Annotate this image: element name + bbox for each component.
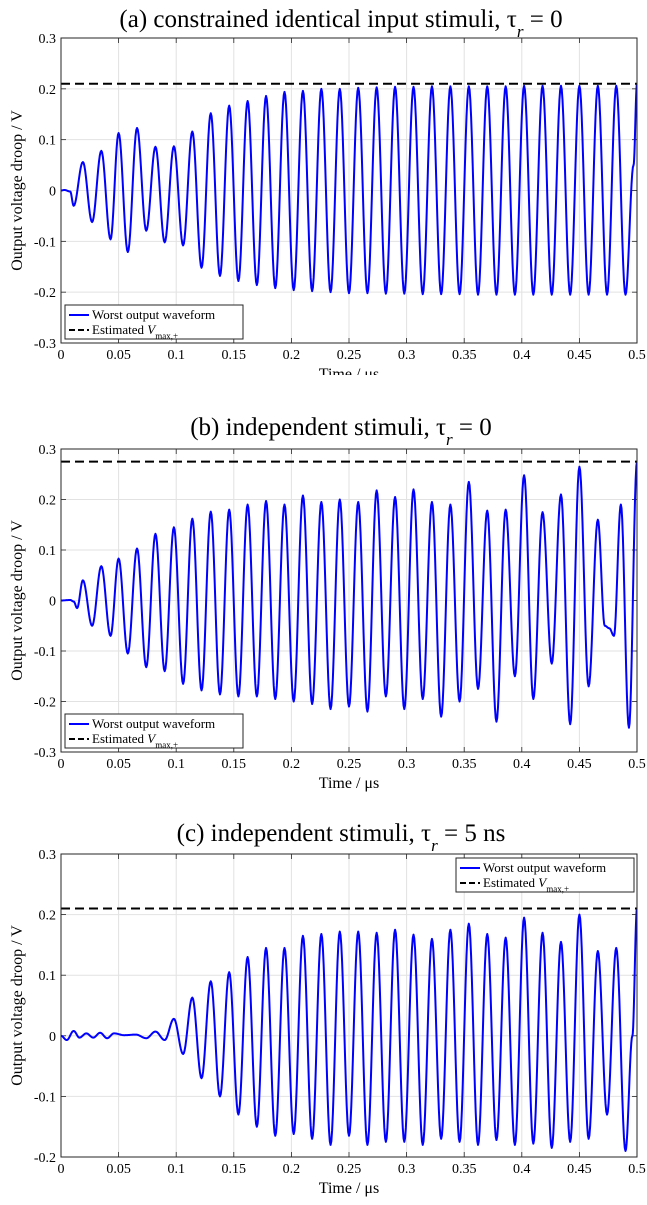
chart-a-xtick-label-9: 0.45 (567, 348, 592, 363)
chart-c-xtick-label-3: 0.15 (222, 1162, 247, 1177)
chart-c-xlabel: Time / μs (319, 1180, 379, 1197)
chart-b-series-worst-output-waveform (61, 461, 637, 729)
chart-c-xtick-label-9: 0.45 (567, 1162, 592, 1177)
chart-c-xtick-label-4: 0.2 (283, 1162, 301, 1177)
chart-a-legend-box (64, 304, 244, 340)
chart-b-xtick-label-7: 0.35 (452, 757, 477, 772)
chart-c-ytick-label-2: 0 (49, 1030, 56, 1045)
chart-c-legend-label-estimate: Estimated Vmax,+ (483, 875, 569, 894)
chart-c-xtick-label-2: 0.1 (167, 1162, 185, 1177)
chart-panel-b: (b) independent stimuli, τr = 0 0 0.05 0.1 0… (0, 405, 647, 800)
chart-b-xtick-label-2: 0.1 (167, 757, 185, 772)
chart-panel-a: (a) constrained identical input stimuli,… (0, 0, 647, 375)
chart-c-legend-box (455, 857, 635, 893)
chart-b-xlabel: Time / μs (319, 775, 379, 792)
chart-a-xlabel: Time / μs (319, 366, 379, 375)
chart-a-xtick-label-8: 0.4 (513, 348, 531, 363)
chart-b-ylabel: Output voltage droop / V (9, 520, 26, 681)
chart-c-series-worst-output-waveform (61, 908, 637, 1152)
chart-c-legend-label-waveform: Worst output waveform (483, 860, 606, 875)
chart-b-ytick-label-1: -0.2 (34, 696, 56, 711)
chart-a-xtick-label-5: 0.25 (337, 348, 362, 363)
chart-a-xtick-label-1: 0.05 (106, 348, 131, 363)
chart-c-ytick-label-3: 0.1 (39, 969, 57, 984)
chart-a-ytick-label-5: 0.2 (39, 83, 57, 98)
chart-a-xtick-label-4: 0.2 (283, 348, 301, 363)
chart-b-xtick-label-6: 0.3 (398, 757, 416, 772)
chart-b-xtick-label-5: 0.25 (337, 757, 362, 772)
chart-c-xtick-label-0: 0 (58, 1162, 65, 1177)
chart-c-ytick-label-5: 0.3 (39, 848, 57, 863)
chart-a-xtick-label-3: 0.15 (222, 348, 247, 363)
chart-c-ylabel: Output voltage droop / V (9, 925, 26, 1086)
chart-c-xtick-label-6: 0.3 (398, 1162, 416, 1177)
chart-b-xtick-label-10: 0.5 (628, 757, 646, 772)
chart-c-axes-box (60, 853, 638, 1158)
chart-b-title: (b) independent stimuli, τr = 0 (190, 414, 492, 449)
chart-b-ytick-label-5: 0.2 (39, 494, 57, 509)
chart-b-ytick-label-3: 0 (49, 595, 56, 610)
chart-a-ytick-label-1: -0.2 (34, 286, 56, 301)
chart-c-ytick-label-1: -0.1 (34, 1090, 56, 1105)
chart-b-xtick-label-3: 0.15 (222, 757, 247, 772)
chart-b-legend-label-waveform: Worst output waveform (92, 716, 215, 731)
chart-b-ytick-label-4: 0.1 (39, 544, 57, 559)
chart-a-ytick-label-3: 0 (49, 185, 56, 200)
chart-c-xtick-label-10: 0.5 (628, 1162, 646, 1177)
chart-b-axes-box (60, 448, 638, 753)
chart-a-xtick-label-0: 0 (58, 348, 65, 363)
chart-c-xtick-label-7: 0.35 (452, 1162, 477, 1177)
chart-a-svg: (a) constrained identical input stimuli,… (9, 6, 646, 375)
chart-c-xtick-label-5: 0.25 (337, 1162, 362, 1177)
chart-b-legend-label-estimate: Estimated Vmax,+ (92, 731, 178, 750)
chart-b-ytick-label-6: 0.3 (39, 443, 57, 458)
chart-c-xtick-label-1: 0.05 (106, 1162, 131, 1177)
chart-b-legend-box (64, 713, 244, 749)
chart-b-ytick-label-0: -0.3 (34, 746, 56, 761)
chart-a-legend-label-waveform: Worst output waveform (92, 307, 215, 322)
chart-b-xtick-label-9: 0.45 (567, 757, 592, 772)
chart-b-svg: (b) independent stimuli, τr = 0 0 0.05 0.1 0… (9, 414, 646, 792)
chart-c-svg: (c) independent stimuli, τr = 5 ns 0 0.05 0… (9, 820, 646, 1197)
chart-a-series-worst-output-waveform (61, 83, 637, 296)
chart-a-xtick-label-10: 0.5 (628, 348, 646, 363)
chart-c-ytick-label-0: -0.2 (34, 1151, 56, 1166)
chart-a-title: (a) constrained identical input stimuli,… (119, 6, 562, 41)
chart-c-xtick-label-8: 0.4 (513, 1162, 531, 1177)
chart-b-xtick-label-4: 0.2 (283, 757, 301, 772)
chart-c-title: (c) independent stimuli, τr = 5 ns (177, 820, 506, 855)
chart-a-ytick-label-4: 0.1 (39, 134, 57, 149)
chart-a-ytick-label-0: -0.3 (34, 337, 56, 352)
chart-a-ytick-label-2: -0.1 (34, 235, 56, 250)
chart-a-ylabel: Output voltage droop / V (9, 110, 26, 271)
chart-b-xtick-label-0: 0 (58, 757, 65, 772)
chart-b-xtick-label-1: 0.05 (106, 757, 131, 772)
chart-a-xtick-label-6: 0.3 (398, 348, 416, 363)
chart-a-xtick-label-2: 0.1 (167, 348, 185, 363)
chart-a-legend-label-estimate: Estimated Vmax,+ (92, 322, 178, 341)
chart-c-ytick-label-4: 0.2 (39, 909, 57, 924)
chart-b-xtick-label-8: 0.4 (513, 757, 531, 772)
chart-a-axes-box (60, 37, 638, 344)
chart-b-ytick-label-2: -0.1 (34, 645, 56, 660)
chart-panel-c: (c) independent stimuli, τr = 5 ns 0 0.05 0… (0, 810, 647, 1205)
chart-a-xtick-label-7: 0.35 (452, 348, 477, 363)
chart-a-ytick-label-6: 0.3 (39, 32, 57, 47)
